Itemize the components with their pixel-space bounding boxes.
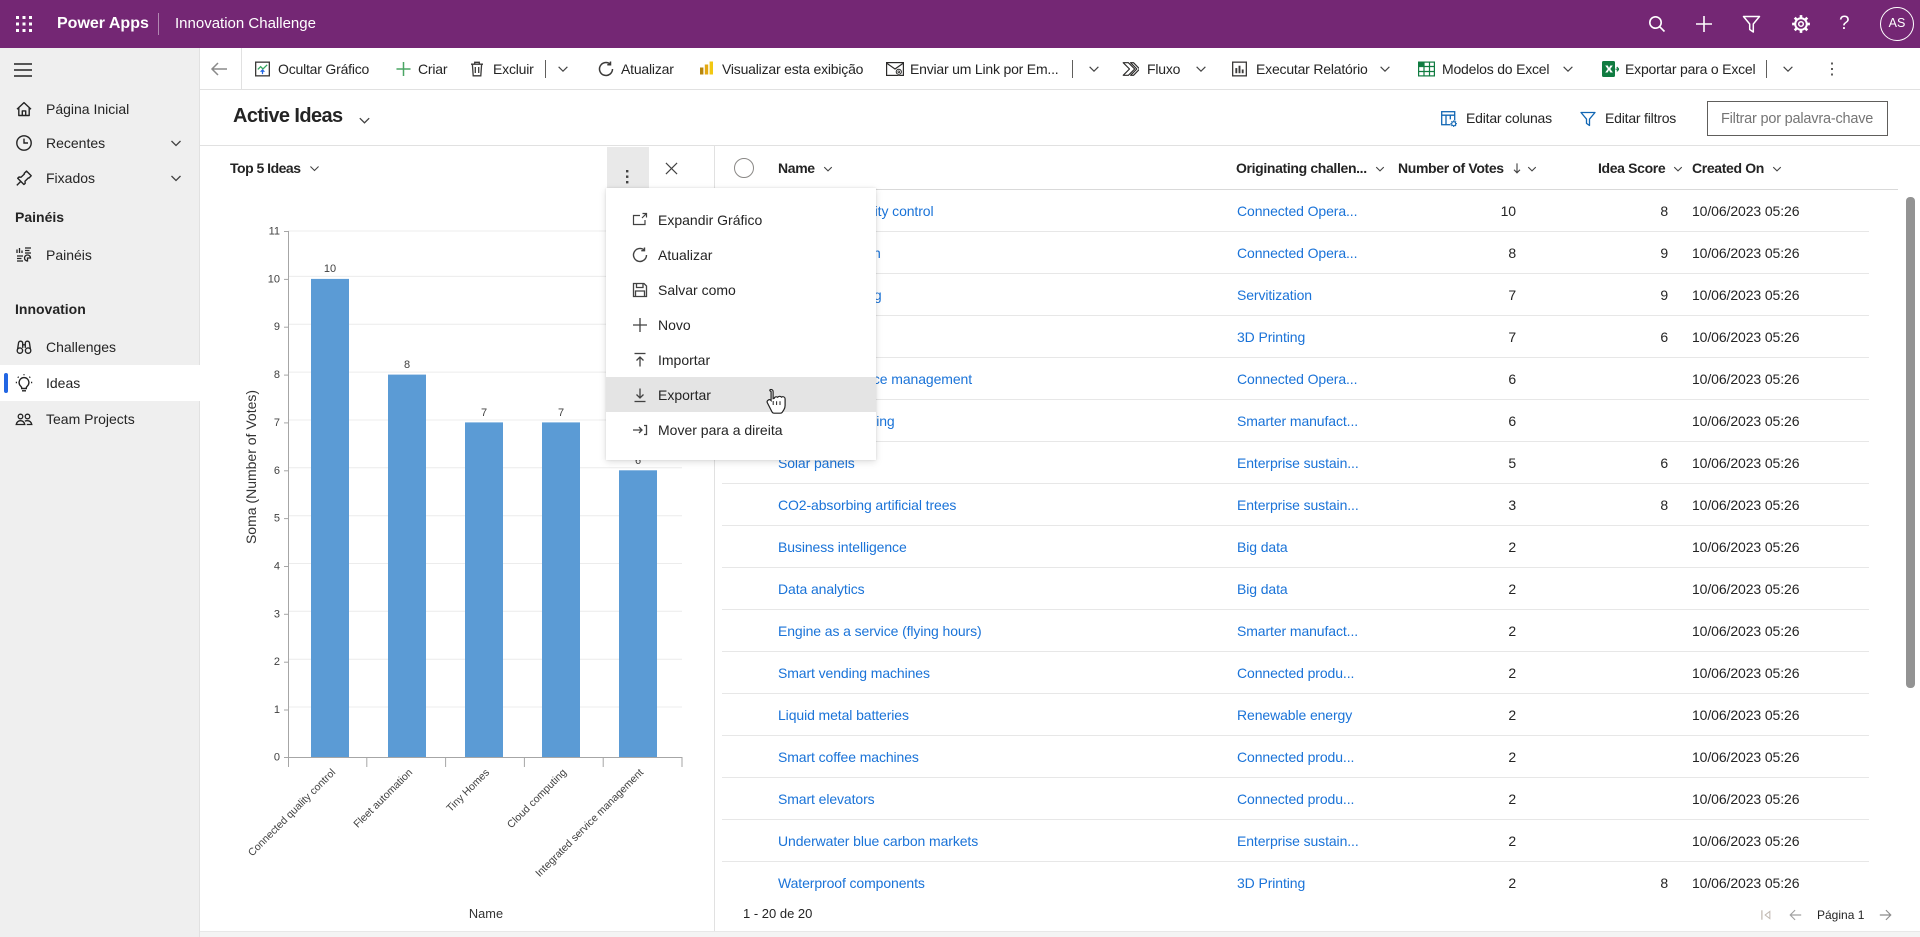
svg-text:6: 6 xyxy=(274,465,280,477)
svg-text:Tiny Homes: Tiny Homes xyxy=(444,767,492,815)
svg-text:Name: Name xyxy=(469,906,503,921)
svg-text:3: 3 xyxy=(274,608,280,620)
svg-text:4: 4 xyxy=(274,561,280,573)
svg-text:1: 1 xyxy=(274,704,280,716)
svg-text:6: 6 xyxy=(635,455,641,467)
svg-text:8: 8 xyxy=(274,369,280,381)
svg-text:7: 7 xyxy=(558,407,564,419)
svg-text:10: 10 xyxy=(324,263,336,275)
svg-text:11: 11 xyxy=(269,226,280,238)
svg-text:10: 10 xyxy=(268,273,280,285)
svg-text:Soma (Number of Votes): Soma (Number of Votes) xyxy=(243,390,259,544)
svg-text:Cloud computing: Cloud computing xyxy=(505,767,569,831)
svg-text:5: 5 xyxy=(274,513,280,525)
svg-text:8: 8 xyxy=(404,359,410,371)
svg-text:Connected quality control: Connected quality control xyxy=(246,767,338,859)
svg-text:9: 9 xyxy=(274,321,280,333)
svg-text:2: 2 xyxy=(274,656,280,668)
svg-text:0: 0 xyxy=(274,752,280,764)
svg-text:7: 7 xyxy=(274,417,280,429)
svg-text:Fleet automation: Fleet automation xyxy=(351,767,415,831)
svg-text:7: 7 xyxy=(481,407,487,419)
